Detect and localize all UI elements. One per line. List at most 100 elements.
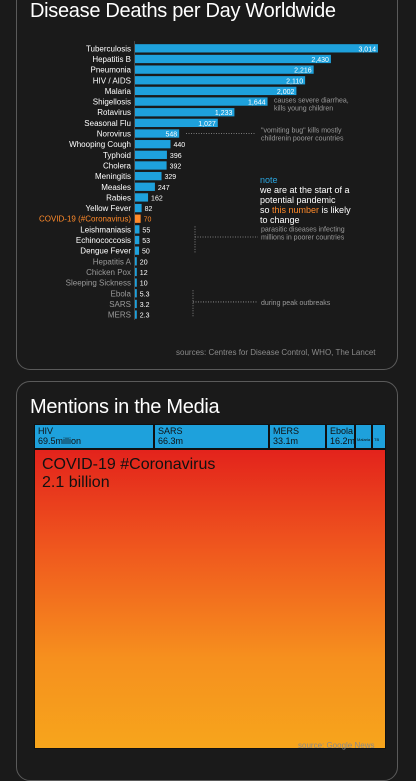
value-label: 10 bbox=[140, 281, 148, 288]
value-label: 1,027 bbox=[198, 121, 216, 128]
bar bbox=[135, 257, 137, 266]
treemap-cell-malaria: Malaria bbox=[355, 424, 372, 449]
category-label: Pneumonia bbox=[91, 66, 132, 75]
media-chart-title: Mentions in the Media bbox=[30, 396, 220, 418]
category-label: Rabies bbox=[106, 193, 131, 202]
category-label: Measles bbox=[101, 183, 131, 192]
deaths-chart-title: Disease Deaths per Day Worldwide bbox=[30, 0, 336, 22]
bar bbox=[135, 278, 137, 287]
value-label: 2,216 bbox=[294, 68, 312, 75]
value-label: 247 bbox=[158, 185, 170, 192]
bar bbox=[135, 182, 155, 191]
category-label: Meningitis bbox=[95, 172, 131, 181]
value-label: 329 bbox=[165, 174, 177, 181]
value-label: 5.3 bbox=[140, 291, 150, 298]
value-label: 396 bbox=[170, 153, 182, 160]
bar bbox=[135, 65, 314, 74]
annotation-outbreaks: during peak outbreaks bbox=[261, 300, 331, 307]
category-label: Echinococcosis bbox=[76, 236, 131, 245]
value-label: 2.3 bbox=[140, 313, 150, 320]
category-label: Leishmaniasis bbox=[80, 225, 131, 234]
value-label: 548 bbox=[165, 132, 177, 139]
treemap-cell-ebola: Ebola 16.2m bbox=[326, 424, 355, 449]
note-line-2: potential pandemic bbox=[260, 195, 336, 205]
bar bbox=[135, 299, 137, 309]
bar bbox=[135, 76, 306, 85]
bar bbox=[135, 225, 140, 234]
annotation-norovirus: "vomiting bug" kills mostly bbox=[261, 128, 342, 135]
bar bbox=[135, 203, 142, 213]
bar bbox=[135, 161, 167, 170]
bar bbox=[135, 44, 378, 53]
value-label: 440 bbox=[173, 142, 185, 149]
bar bbox=[135, 267, 137, 277]
category-label: Hepatitis B bbox=[92, 55, 131, 64]
value-label: 55 bbox=[142, 227, 150, 234]
note-heading: note bbox=[260, 175, 278, 185]
treemap-cell-tb: TB bbox=[372, 424, 386, 449]
value-label: 70 bbox=[144, 217, 152, 224]
bar bbox=[135, 97, 268, 106]
category-label: HIV / AIDS bbox=[93, 76, 131, 85]
deaths-source: sources: Centres for Disease Control, WH… bbox=[176, 348, 376, 357]
value-label: 2,430 bbox=[311, 57, 329, 64]
deaths-bar-chart: Tuberculosis 3,014 Hepatitis B 2,430 Pneumon… bbox=[39, 41, 378, 320]
treemap-label-mers: MERS 33.1m bbox=[273, 426, 300, 446]
annotation-shigellosis: kills young children bbox=[274, 106, 333, 113]
treemap-label-sars: SARS 66.3m bbox=[158, 426, 184, 446]
bar bbox=[135, 118, 218, 128]
category-label: COVID-19 (#Coronavirus) bbox=[39, 215, 131, 224]
category-label: Rotavirus bbox=[97, 108, 131, 117]
value-label: 3,014 bbox=[358, 46, 376, 53]
bar bbox=[135, 235, 140, 245]
value-label: 50 bbox=[142, 249, 150, 256]
bar bbox=[135, 289, 137, 298]
category-label: Hepatitis A bbox=[93, 257, 132, 266]
category-label: Seasonal Flu bbox=[84, 119, 131, 128]
category-label: Dengue Fever bbox=[80, 247, 131, 256]
treemap-label-hiv: HIV 69.5million bbox=[38, 426, 82, 446]
bar bbox=[135, 150, 167, 159]
category-label: SARS bbox=[109, 300, 131, 309]
treemap-label-malaria: Malaria bbox=[357, 437, 371, 442]
category-label: Malaria bbox=[105, 87, 132, 96]
category-label: Cholera bbox=[103, 161, 132, 170]
value-label: 3.2 bbox=[140, 302, 150, 309]
treemap-cell-covid: COVID-19 #Coronavirus 2.1 billion bbox=[34, 449, 386, 749]
annotation-parasitic: parasitic diseases infecting bbox=[261, 226, 345, 233]
treemap-cell-mers: MERS 33.1m bbox=[269, 424, 326, 449]
pandemic-note: note we are at the start of a potential … bbox=[260, 175, 351, 225]
value-label: 12 bbox=[140, 270, 148, 277]
category-label: Shigellosis bbox=[93, 98, 131, 107]
category-label: Ebola bbox=[111, 289, 132, 298]
category-label: Tuberculosis bbox=[86, 44, 131, 53]
value-label: 2,002 bbox=[277, 89, 295, 96]
annotation-norovirus: childrenin poorer countries bbox=[261, 136, 344, 143]
bar bbox=[135, 310, 137, 319]
category-label: Sleeping Sickness bbox=[66, 279, 131, 288]
value-label: 2,110 bbox=[286, 78, 303, 85]
value-label: 53 bbox=[142, 238, 150, 245]
deaths-panel bbox=[16, 0, 398, 370]
annotation-parasitic: millions in poorer countries bbox=[261, 234, 345, 241]
value-label: 82 bbox=[145, 206, 153, 213]
media-source: source: Google News bbox=[298, 741, 375, 750]
category-label: Norovirus bbox=[97, 130, 131, 139]
bar bbox=[135, 214, 141, 223]
category-label: Yellow Fever bbox=[85, 204, 131, 213]
bar bbox=[135, 193, 149, 202]
category-label: MERS bbox=[108, 311, 131, 320]
bar bbox=[135, 140, 171, 149]
annotation-shigellosis: causes severe diarrhea, bbox=[274, 98, 349, 105]
note-line-3: so this number is likely bbox=[260, 205, 351, 215]
category-label: Typhoid bbox=[103, 151, 131, 160]
value-label: 1,644 bbox=[248, 100, 266, 107]
bar bbox=[135, 108, 235, 117]
treemap-label-ebola: Ebola 16.2m bbox=[330, 426, 355, 446]
category-label: Chicken Pox bbox=[86, 268, 131, 277]
bar bbox=[135, 171, 162, 181]
bar bbox=[135, 129, 180, 138]
value-label: 162 bbox=[151, 195, 163, 202]
note-highlight: this number bbox=[272, 205, 320, 215]
value-label: 20 bbox=[140, 259, 148, 266]
